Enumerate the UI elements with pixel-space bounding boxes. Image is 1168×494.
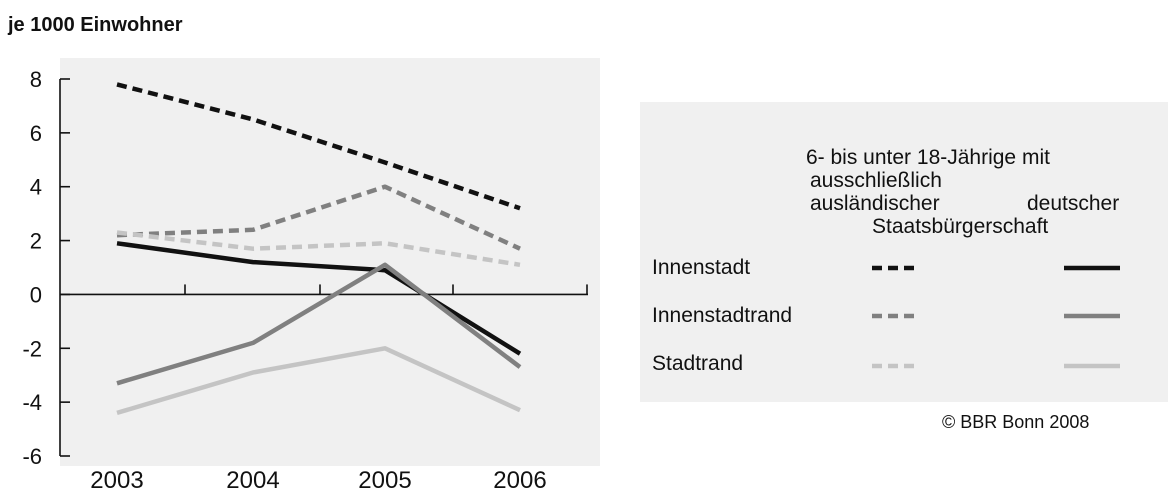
- legend-box: [640, 102, 1168, 402]
- legend-label-stadtrand: Stadtrand: [652, 352, 744, 375]
- y-tick-label: -6: [22, 444, 42, 469]
- x-tick-label: 2004: [226, 467, 279, 494]
- series-line: [116, 346, 521, 416]
- plot-area: [60, 58, 600, 466]
- x-tick-label: 2005: [358, 467, 411, 494]
- y-tick-label: 4: [30, 175, 42, 200]
- series-line: [116, 82, 521, 211]
- series-line: [116, 230, 521, 268]
- legend-heading-citizenship: Staatsbürgerschaft: [872, 215, 1049, 238]
- legend-heading-line2: ausschließlich: [810, 169, 942, 192]
- legend-heading-german: deutscher: [1027, 192, 1120, 215]
- chart-axes: 8 6 4 2 0 -2 -4 -6 2003 2004 2005 2006: [22, 67, 588, 494]
- y-tick-label: -2: [22, 336, 42, 361]
- y-tick-label: 2: [30, 229, 42, 254]
- y-tick-label: 6: [30, 121, 42, 146]
- x-tick-label: 2006: [493, 467, 546, 494]
- chart-lines: [116, 82, 522, 416]
- y-tick-label: -4: [22, 390, 42, 415]
- legend-swatches: [872, 265, 1120, 369]
- y-tick-label: 0: [30, 282, 42, 307]
- copyright-note: © BBR Bonn 2008: [942, 412, 1090, 432]
- legend-label-innenstadtrand: Innenstadtrand: [652, 304, 793, 327]
- series-line: [116, 184, 521, 251]
- legend-label-innenstadt: Innenstadt: [652, 256, 751, 279]
- legend-heading-line1: 6- bis unter 18-Jährige mit: [806, 146, 1050, 169]
- series-line: [116, 262, 522, 386]
- legend-heading-foreign: ausländischer: [810, 192, 940, 215]
- x-tick-label: 2003: [90, 467, 143, 494]
- chart-title: je 1000 Einwohner: [8, 14, 183, 36]
- series-line: [116, 241, 522, 356]
- y-tick-label: 8: [30, 67, 42, 92]
